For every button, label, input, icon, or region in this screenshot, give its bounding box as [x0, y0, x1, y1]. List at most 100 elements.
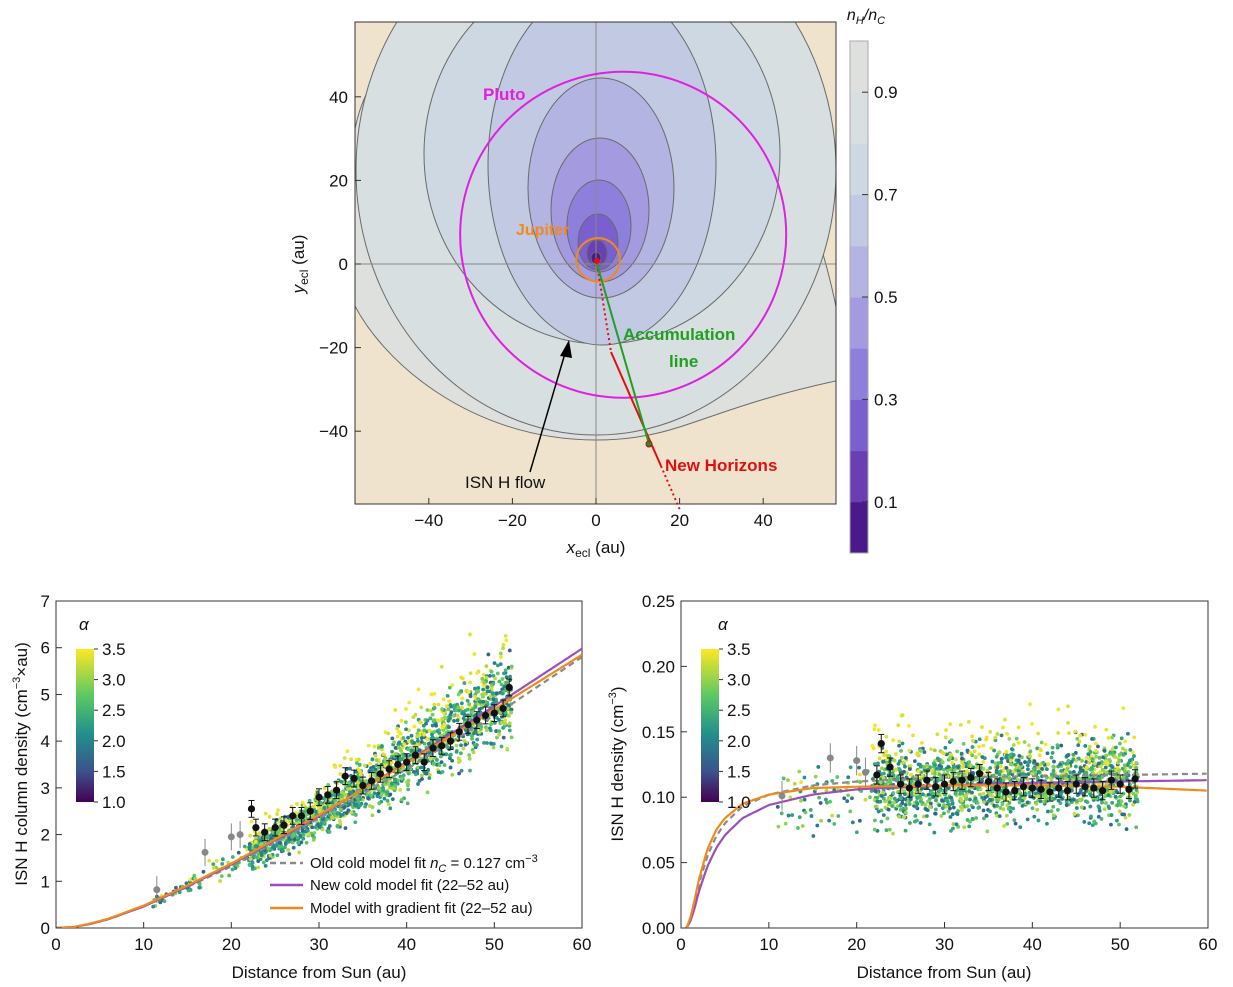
scatter-point — [357, 763, 362, 767]
scatter-point — [356, 799, 361, 804]
scatter-point — [480, 676, 485, 681]
scatter-point — [915, 751, 920, 756]
scatter-point — [395, 734, 400, 739]
scatter-point — [372, 744, 377, 749]
scatter-point — [846, 775, 851, 780]
scatter-point — [1135, 797, 1140, 802]
scatter-point — [1036, 731, 1041, 736]
scatter-point — [1004, 813, 1009, 818]
scatter-point — [211, 865, 216, 870]
scatter-point — [349, 786, 353, 791]
scatter-point — [903, 828, 908, 833]
right-x-axis-label: Distance from Sun (au) — [857, 963, 1032, 982]
scatter-point — [968, 797, 972, 802]
scatter-point — [951, 822, 956, 826]
scatter-point — [985, 768, 990, 773]
scatter-point — [928, 801, 933, 806]
scatter-point — [430, 723, 435, 728]
scatter-point — [395, 781, 400, 786]
scatter-point — [945, 768, 950, 773]
sun-marker — [594, 258, 600, 264]
scatter-point — [295, 801, 299, 806]
scatter-point — [1035, 746, 1040, 751]
scatter-point — [891, 791, 895, 795]
scatter-point — [286, 848, 291, 852]
scatter-point — [405, 780, 409, 784]
scatter-point — [370, 813, 375, 818]
scatter-point — [891, 738, 896, 743]
scatter-point — [980, 755, 985, 759]
right-y-axis-label: ISN H density (cm−3) — [607, 686, 627, 841]
scatter-point — [461, 716, 466, 721]
scatter-point — [248, 857, 253, 861]
scatter-point — [796, 826, 800, 830]
scatter-point — [495, 663, 500, 668]
scatter-point — [904, 810, 908, 815]
scatter-point — [1106, 793, 1111, 798]
scatter-point — [368, 761, 372, 766]
scatter-point — [977, 752, 982, 757]
black-binned-point — [420, 758, 428, 766]
scatter-point — [472, 743, 477, 747]
scatter-point — [1084, 770, 1089, 775]
left-x-tick-label: 50 — [485, 935, 504, 954]
scatter-point — [302, 809, 306, 814]
scatter-point — [1052, 816, 1056, 821]
scatter-point — [977, 792, 982, 797]
scatter-point — [299, 840, 304, 845]
scatter-point — [417, 748, 422, 753]
scatter-point — [476, 686, 481, 690]
scatter-point — [416, 687, 421, 692]
scatter-point — [346, 780, 351, 785]
scatter-point — [409, 748, 414, 753]
scatter-point — [1106, 736, 1111, 740]
scatter-point — [1134, 761, 1139, 765]
scatter-point — [1044, 799, 1049, 804]
jupiter-orbit — [575, 237, 621, 283]
scatter-point — [846, 793, 851, 798]
scatter-point — [1087, 760, 1092, 765]
scatter-point — [437, 718, 441, 723]
right-x-tick-label: 60 — [1199, 935, 1218, 954]
new-horizons-position — [645, 440, 653, 448]
top-x-ticks: −40 −20 0 20 40 — [414, 498, 773, 530]
scatter-point — [1003, 717, 1007, 722]
scatter-point — [425, 718, 430, 723]
scatter-point — [992, 748, 996, 753]
scatter-point — [997, 814, 1002, 819]
scatter-point — [1023, 760, 1027, 764]
scatter-point — [987, 797, 992, 802]
scatter-point — [399, 748, 403, 753]
right-x-tick-label: 10 — [759, 935, 778, 954]
scatter-point — [1122, 812, 1127, 817]
scatter-point — [396, 745, 401, 750]
scatter-point — [481, 699, 486, 704]
scatter-point — [1133, 793, 1138, 798]
scatter-point — [409, 733, 414, 738]
black-binned-point — [473, 716, 481, 724]
scatter-point — [873, 789, 878, 794]
scatter-point — [459, 768, 464, 773]
scatter-point — [184, 881, 189, 886]
scatter-point — [494, 729, 499, 733]
colorbar-band — [850, 450, 868, 503]
scatter-point — [943, 745, 948, 750]
scatter-point — [344, 811, 349, 815]
scatter-point — [1071, 769, 1076, 774]
scatter-point — [913, 819, 917, 824]
scatter-point — [981, 791, 986, 796]
colorbar-band — [850, 41, 868, 93]
scatter-point — [1104, 801, 1108, 805]
scatter-point — [468, 705, 473, 709]
scatter-point — [788, 795, 793, 800]
scatter-point — [884, 734, 889, 739]
left-y-tick-label: 2 — [41, 826, 50, 845]
scatter-point — [499, 744, 504, 749]
scatter-point — [971, 770, 975, 775]
scatter-point — [1128, 765, 1133, 770]
scatter-point — [425, 737, 429, 742]
scatter-point — [472, 731, 476, 736]
scatter-point — [236, 850, 241, 855]
scatter-point — [1092, 761, 1097, 766]
scatter-point — [971, 805, 975, 810]
